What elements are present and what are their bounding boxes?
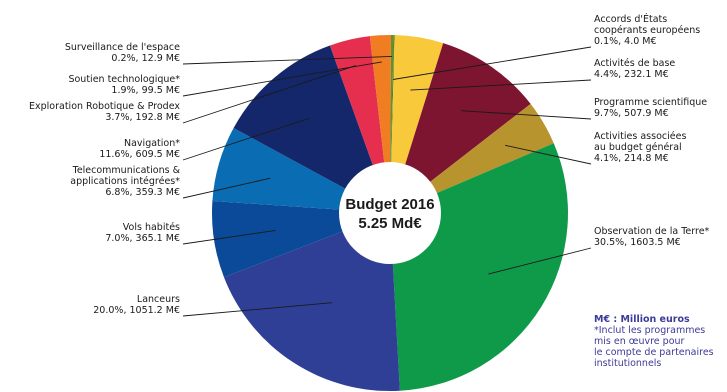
leader-line bbox=[505, 144, 592, 165]
slice-name-label: Activités de base bbox=[594, 58, 675, 69]
leader-line bbox=[393, 46, 592, 80]
slice-name-label: Lanceurs bbox=[137, 294, 180, 305]
slice-value-label: 6.8%, 359.3 M€ bbox=[105, 187, 180, 198]
center-title: Budget 2016 bbox=[345, 196, 434, 213]
leader-line bbox=[182, 117, 310, 161]
slice-name-label: Surveillance de l'espace bbox=[65, 42, 180, 53]
slice-value-label: 4.4%, 232.1 M€ bbox=[594, 69, 669, 80]
slice-value-label: 9.7%, 507.9 M€ bbox=[594, 108, 669, 119]
leader-line bbox=[182, 229, 276, 245]
leader-line bbox=[488, 247, 592, 275]
slice-name-label: applications intégrées* bbox=[70, 176, 180, 187]
slice-name-label: Accords d'États bbox=[594, 13, 667, 25]
slice-value-label: 7.0%, 365.1 M€ bbox=[105, 233, 180, 244]
slice-value-label: 20.0%, 1051.2 M€ bbox=[93, 305, 180, 316]
footnote-line: *Inclut les programmes bbox=[594, 325, 705, 336]
slice-name-label: Vols habités bbox=[123, 222, 180, 233]
pie-slices bbox=[212, 34, 568, 391]
slice-value-label: 0.1%, 4.0 M€ bbox=[594, 36, 657, 47]
footnote-line: institutionnels bbox=[594, 358, 661, 369]
leader-line bbox=[461, 110, 592, 120]
slice-name-label: au budget général bbox=[594, 142, 682, 153]
slice-value-label: 4.1%, 214.8 M€ bbox=[594, 153, 669, 164]
footnote-line: M€ : Million euros bbox=[594, 314, 690, 325]
footnote-line: le compte de partenaires bbox=[594, 347, 714, 358]
footnotes: M€ : Million euros*Inclut les programmes… bbox=[594, 314, 714, 369]
slice-value-label: 0.2%, 12.9 M€ bbox=[111, 53, 180, 64]
slice-name-label: coopérants européens bbox=[594, 25, 700, 36]
slice-value-label: 30.5%, 1603.5 M€ bbox=[594, 237, 681, 248]
leader-line bbox=[410, 79, 592, 91]
slice-name-label: Navigation* bbox=[124, 138, 180, 149]
slice-name-label: Programme scientifique bbox=[594, 97, 707, 108]
pie-slice bbox=[233, 45, 390, 213]
leader-line bbox=[182, 65, 356, 124]
slice-name-label: Observation de la Terre* bbox=[594, 226, 710, 237]
center-value: 5.25 Md€ bbox=[358, 215, 422, 232]
slice-name-label: Telecommunications & bbox=[72, 165, 181, 176]
leader-line bbox=[182, 55, 393, 65]
slice-name-label: Exploration Robotique & Prodex bbox=[29, 101, 180, 112]
leader-line bbox=[182, 177, 271, 199]
pie-slice bbox=[223, 213, 400, 391]
footnote-line: mis en œuvre pour bbox=[594, 336, 685, 347]
slice-value-label: 1.9%, 99.5 M€ bbox=[111, 85, 180, 96]
slice-name-label: Soutien technologique* bbox=[68, 74, 180, 85]
leader-line bbox=[182, 61, 382, 97]
slice-name-label: Activities associées bbox=[594, 131, 686, 142]
slice-value-label: 3.7%, 192.8 M€ bbox=[105, 112, 180, 123]
leader-lines bbox=[182, 46, 592, 317]
leader-line bbox=[182, 302, 333, 317]
center-hole bbox=[339, 162, 441, 264]
slice-value-label: 11.6%, 609.5 M€ bbox=[99, 149, 180, 160]
